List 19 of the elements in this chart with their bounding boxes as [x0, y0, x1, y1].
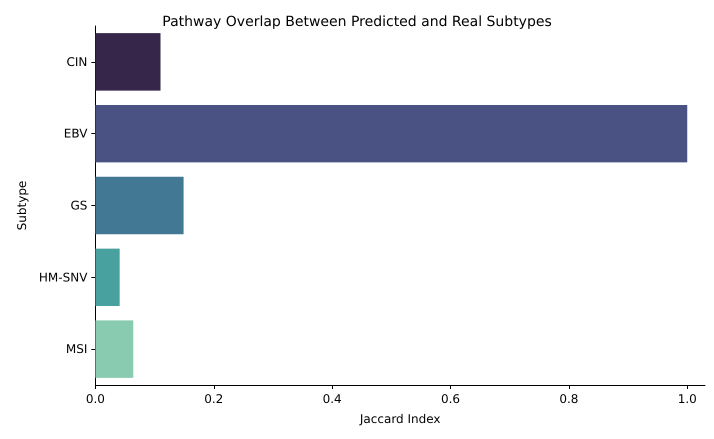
bar — [95, 104, 688, 162]
y-tick-label: CIN — [66, 54, 88, 69]
x-axis-title: Jaccard Index — [358, 412, 441, 426]
y-tick-label: HM-SNV — [38, 270, 88, 284]
bar — [95, 33, 161, 91]
chart-title: Pathway Overlap Between Predicted and Real Subtypes — [162, 14, 552, 30]
y-tick-label: EBV — [64, 126, 88, 141]
x-tick-label: 0.4 — [322, 392, 342, 406]
x-tick-label: 1.0 — [678, 392, 697, 406]
bar — [95, 248, 120, 306]
bar — [95, 176, 184, 234]
x-tick-label: 0.8 — [559, 392, 578, 406]
y-tick-label: GS — [70, 198, 88, 212]
x-tick-label: 0.6 — [440, 392, 460, 406]
x-tick-label: 0.2 — [204, 392, 224, 406]
y-axis-title: Subtype — [15, 180, 29, 230]
bar — [95, 320, 134, 378]
y-tick-label: MSI — [66, 342, 88, 356]
x-tick-label: 0.0 — [86, 392, 105, 406]
